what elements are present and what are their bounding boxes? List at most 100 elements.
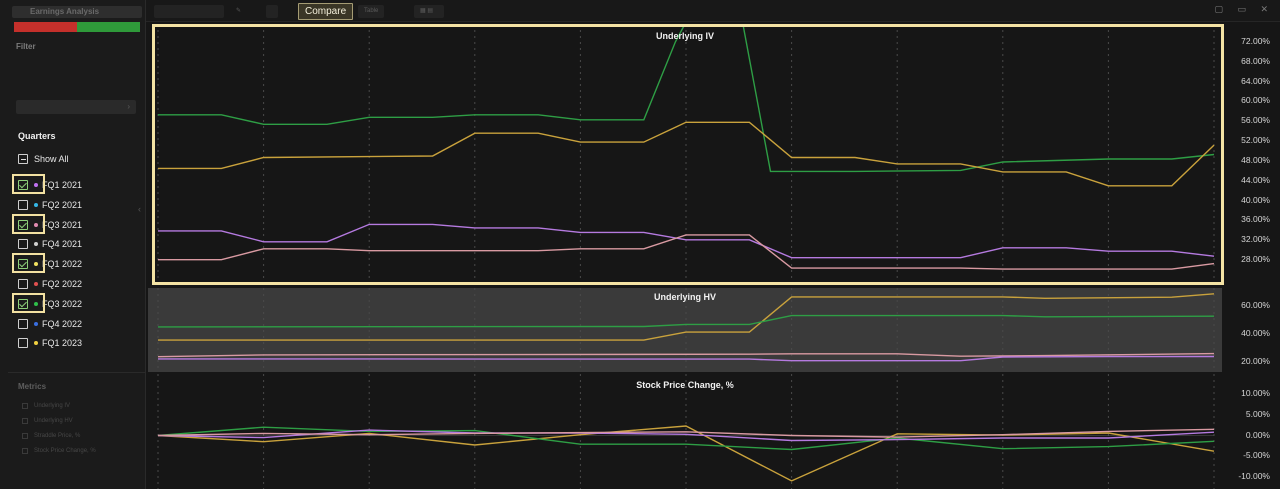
metric-checkbox[interactable] <box>22 418 28 424</box>
series-line-fq1-2021 <box>158 223 1215 259</box>
show-all-label: Show All <box>34 154 69 164</box>
hv-chart <box>157 288 1215 372</box>
y-tick-label: 32.00% <box>1241 234 1270 245</box>
view-toggle-icon[interactable]: ▦ ▤ <box>414 5 444 18</box>
y-tick-label: 40.00% <box>1241 194 1270 205</box>
series-line-fq3-2021 <box>157 428 1215 438</box>
collapse-sidebar-icon[interactable]: ‹ <box>138 204 141 214</box>
iv-y-axis: 72.00% 68.00% 64.00% 60.00% 56.00% 52.00% 48.0… <box>1226 24 1280 286</box>
y-tick-label: 72.00% <box>1241 35 1270 46</box>
hv-y-axis: 60.00% 40.00% 20.00% <box>1226 288 1280 372</box>
quarter-checkbox[interactable] <box>18 279 28 289</box>
y-tick-label: 20.00% <box>1241 356 1270 367</box>
quarter-label: FQ4 2021 <box>42 239 83 250</box>
quarter-highlight-box <box>12 253 45 274</box>
compare-button[interactable]: Compare <box>298 3 354 20</box>
quarter-label: FQ1 2022 <box>42 259 83 270</box>
y-tick-label: -10.00% <box>1238 470 1270 481</box>
quarter-checkbox[interactable] <box>18 338 28 349</box>
chevron-down-icon: › <box>127 102 130 111</box>
quarter-highlight-box <box>12 213 45 234</box>
iv-chart <box>157 24 1215 286</box>
quarter-label: FQ3 2021 <box>42 219 83 230</box>
toggle-left[interactable] <box>14 22 77 32</box>
quarter-checkbox[interactable] <box>18 318 28 329</box>
quarter-color-dot <box>34 262 38 267</box>
metric-item[interactable]: Stock Price Change, % <box>22 448 96 454</box>
quarter-checkbox[interactable] <box>18 219 28 230</box>
sidebar-divider <box>8 372 146 373</box>
signal-toggle[interactable] <box>14 22 140 32</box>
quarter-item[interactable]: FQ4 2022 <box>18 317 82 331</box>
metric-checkbox[interactable] <box>22 403 28 409</box>
quarter-checkbox[interactable] <box>18 259 28 270</box>
y-tick-label: 48.00% <box>1241 154 1270 165</box>
quarter-item[interactable]: FQ1 2022 <box>18 257 82 271</box>
quarter-highlight-box <box>12 174 45 194</box>
quarter-color-dot <box>34 222 38 227</box>
y-tick-label: 5.00% <box>1245 408 1270 419</box>
quarter-checkbox[interactable] <box>18 199 28 210</box>
tab-earnings[interactable] <box>154 5 224 18</box>
series-line-fq3-2022 <box>158 24 1215 173</box>
quarter-label: FQ3 2022 <box>42 298 83 309</box>
quarter-item[interactable]: FQ3 2022 <box>18 297 82 311</box>
metric-item[interactable]: Straddle Price, % <box>22 433 80 439</box>
quarter-checkbox[interactable] <box>18 180 28 190</box>
quarter-color-dot <box>34 321 38 326</box>
series-line-fq1-2021 <box>157 355 1215 362</box>
quarter-color-dot <box>34 301 38 306</box>
table-button[interactable]: Table <box>358 5 385 18</box>
toggle-right[interactable] <box>77 22 140 32</box>
y-tick-label: 28.00% <box>1241 254 1270 265</box>
series-line-fq3-2022 <box>157 426 1215 451</box>
metric-label: Stock Price Change, % <box>34 448 96 454</box>
metric-label: Underlying IV <box>34 403 71 409</box>
quarters-title: Quarters <box>18 131 56 141</box>
sidebar-title: Earnings Analysis <box>12 6 142 18</box>
metric-checkbox[interactable] <box>22 433 28 439</box>
iv-chart-title: Underlying IV <box>655 31 714 41</box>
y-tick-label: 10.00% <box>1241 388 1270 399</box>
y-tick-label: 0.00% <box>1245 429 1270 440</box>
tab-range[interactable] <box>266 5 278 18</box>
quarter-item[interactable]: FQ2 2021 <box>18 198 82 212</box>
quarter-item[interactable]: FQ3 2021 <box>18 218 82 232</box>
quarter-color-dot <box>34 242 38 247</box>
quarter-item[interactable]: FQ2 2022 <box>18 277 82 291</box>
y-tick-label: 44.00% <box>1241 174 1270 185</box>
quarter-checkbox[interactable] <box>18 298 28 309</box>
edit-icon[interactable]: ✎ <box>236 8 242 14</box>
quarter-color-dot <box>34 282 38 286</box>
hv-panel: Underlying HV <box>148 288 1222 372</box>
quarter-label: FQ1 2023 <box>42 338 83 349</box>
quarter-color-dot <box>34 202 38 207</box>
quarter-checkbox[interactable] <box>18 239 28 250</box>
metric-label: Underlying HV <box>34 418 73 424</box>
series-line-fq1-2021 <box>157 429 1215 442</box>
filter-select[interactable]: › <box>16 100 136 114</box>
metric-item[interactable]: Underlying HV <box>22 418 73 424</box>
filter-label: Filter <box>16 42 36 51</box>
y-tick-label: -5.00% <box>1243 450 1270 461</box>
series-line-fq1-2022 <box>158 293 1215 341</box>
y-tick-label: 52.00% <box>1241 135 1270 146</box>
quarter-label: FQ2 2022 <box>42 279 83 289</box>
show-all-checkbox[interactable]: Show All <box>18 152 69 166</box>
quarter-label: FQ2 2021 <box>42 199 83 210</box>
series-line-fq3-2022 <box>157 314 1215 328</box>
quarter-item[interactable]: FQ1 2021 <box>18 178 82 192</box>
metric-checkbox[interactable] <box>22 448 28 454</box>
series-line-fq1-2022 <box>158 121 1215 187</box>
show-all-box[interactable] <box>18 154 28 164</box>
quarter-color-dot <box>34 183 38 187</box>
window-controls[interactable]: ▢ ▭ ✕ <box>1214 4 1274 14</box>
quarter-label: FQ4 2022 <box>42 318 83 329</box>
toolbar: ✎ Compare Table ▦ ▤ ▢ ▭ ✕ <box>146 0 1280 22</box>
quarter-item[interactable]: FQ1 2023 <box>18 336 82 350</box>
quarter-item[interactable]: FQ4 2021 <box>18 237 82 251</box>
metric-label: Straddle Price, % <box>34 433 81 439</box>
hv-chart-title: Underlying HV <box>653 292 716 302</box>
metric-item[interactable]: Underlying IV <box>22 403 70 409</box>
stock-change-chart <box>157 374 1215 489</box>
